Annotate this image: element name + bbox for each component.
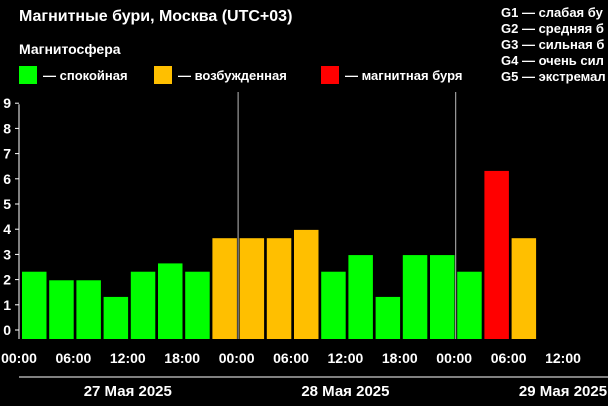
bar-18 — [511, 238, 537, 339]
y-tick-label-4: 4 — [3, 221, 11, 237]
legend-label-storm: — магнитная буря — [345, 67, 463, 83]
legend-item-storm: — магнитная буря — [321, 66, 462, 84]
bar-15 — [430, 255, 455, 339]
y-tick-label-1: 1 — [3, 297, 11, 313]
date-label-1: 28 Мая 2025 — [301, 383, 389, 400]
storm-scale-g5: G5 — экстремал — [501, 69, 606, 84]
storm-scale-g1: G1 — слабая бу — [501, 5, 603, 20]
y-tick-label-9: 9 — [3, 95, 11, 111]
legend-swatch-quiet — [19, 66, 37, 84]
chart-title: Магнитные бури, Москва (UTC+03) — [19, 8, 293, 25]
legend-label-quiet: — спокойная — [43, 67, 128, 83]
bar-17 — [484, 170, 509, 339]
y-tick-label-8: 8 — [3, 120, 11, 136]
legend-swatch-storm — [321, 66, 339, 84]
y-tick-label-7: 7 — [3, 146, 11, 162]
bar-9 — [266, 238, 292, 339]
x-tick-label-0: 00:00 — [1, 350, 37, 366]
bar-0 — [22, 271, 47, 339]
y-tick-label-0: 0 — [3, 322, 11, 338]
y-tick-label-5: 5 — [3, 196, 11, 212]
bar-13 — [375, 296, 401, 339]
bar-12 — [348, 255, 373, 339]
bar-4 — [130, 271, 156, 339]
x-tick-label-1: 06:00 — [55, 350, 91, 366]
x-tick-label-3: 18:00 — [164, 350, 200, 366]
y-tick-label-6: 6 — [3, 171, 11, 187]
bar-3 — [103, 296, 129, 339]
x-tick-label-10: 12:00 — [545, 350, 581, 366]
bar-1 — [49, 280, 74, 339]
y-tick-label-3: 3 — [3, 246, 11, 262]
x-tick-label-4: 00:00 — [219, 350, 255, 366]
date-label-2: 29 Мая 2025 — [519, 383, 607, 400]
bar-14 — [402, 255, 428, 339]
legend-label-disturbed: — возбужденная — [178, 67, 287, 83]
bar-7 — [212, 238, 237, 339]
legend-item-disturbed: — возбужденная — [154, 66, 287, 84]
storm-scale-g3: G3 — сильная б — [501, 37, 605, 52]
date-label-0: 27 Мая 2025 — [84, 383, 172, 400]
bar-2 — [76, 280, 101, 339]
legend-swatch-disturbed — [154, 66, 172, 84]
storm-scale-g2: G2 — средняя б — [501, 21, 604, 36]
x-tick-label-7: 18:00 — [382, 350, 418, 366]
bar-8 — [239, 238, 265, 339]
x-tick-label-6: 12:00 — [327, 350, 363, 366]
bar-11 — [321, 271, 346, 339]
legend-item-quiet: — спокойная — [19, 66, 128, 84]
x-tick-label-9: 06:00 — [491, 350, 527, 366]
chart-subtitle: Магнитосфера — [19, 41, 121, 57]
bar-16 — [457, 271, 482, 339]
bar-6 — [185, 271, 210, 339]
storm-scale-g4: G4 — очень сил — [501, 53, 604, 68]
bar-5 — [158, 263, 183, 339]
x-tick-label-2: 12:00 — [110, 350, 146, 366]
bar-10 — [294, 229, 319, 339]
x-tick-label-5: 06:00 — [273, 350, 309, 366]
x-tick-label-8: 00:00 — [436, 350, 472, 366]
storm-scale: G1 — слабая бу G2 — средняя б G3 — сильн… — [501, 5, 606, 85]
y-tick-label-2: 2 — [3, 272, 11, 288]
